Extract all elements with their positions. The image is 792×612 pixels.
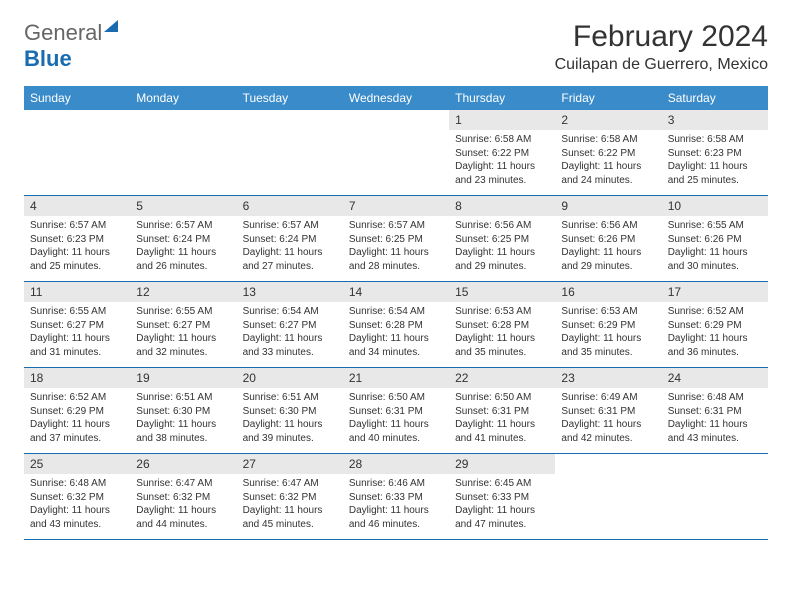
day-detail-cell: Sunrise: 6:53 AMSunset: 6:28 PMDaylight:…: [449, 302, 555, 368]
day-detail-cell: Sunrise: 6:45 AMSunset: 6:33 PMDaylight:…: [449, 474, 555, 540]
day-detail-cell: Sunrise: 6:50 AMSunset: 6:31 PMDaylight:…: [449, 388, 555, 454]
day-number-cell: [343, 110, 449, 130]
day-number-row: 2526272829: [24, 454, 768, 475]
day-detail-row: Sunrise: 6:57 AMSunset: 6:23 PMDaylight:…: [24, 216, 768, 282]
day-number-cell: 29: [449, 454, 555, 475]
day-number-cell: 26: [130, 454, 236, 475]
day-detail-cell: Sunrise: 6:52 AMSunset: 6:29 PMDaylight:…: [662, 302, 768, 368]
day-number-cell: [662, 454, 768, 475]
logo-triangle-icon: [104, 20, 118, 32]
day-detail-cell: Sunrise: 6:49 AMSunset: 6:31 PMDaylight:…: [555, 388, 661, 454]
day-detail-cell: Sunrise: 6:57 AMSunset: 6:24 PMDaylight:…: [130, 216, 236, 282]
day-detail-cell: Sunrise: 6:57 AMSunset: 6:25 PMDaylight:…: [343, 216, 449, 282]
day-number-cell: 14: [343, 282, 449, 303]
day-number-row: 123: [24, 110, 768, 130]
day-number-cell: 23: [555, 368, 661, 389]
day-detail-cell: [237, 130, 343, 196]
day-detail-cell: Sunrise: 6:47 AMSunset: 6:32 PMDaylight:…: [130, 474, 236, 540]
day-detail-cell: Sunrise: 6:55 AMSunset: 6:27 PMDaylight:…: [130, 302, 236, 368]
day-detail-cell: Sunrise: 6:48 AMSunset: 6:31 PMDaylight:…: [662, 388, 768, 454]
day-header: Friday: [555, 86, 661, 110]
day-detail-cell: Sunrise: 6:48 AMSunset: 6:32 PMDaylight:…: [24, 474, 130, 540]
day-detail-cell: [343, 130, 449, 196]
day-detail-cell: Sunrise: 6:51 AMSunset: 6:30 PMDaylight:…: [130, 388, 236, 454]
day-detail-cell: Sunrise: 6:47 AMSunset: 6:32 PMDaylight:…: [237, 474, 343, 540]
day-detail-cell: Sunrise: 6:55 AMSunset: 6:26 PMDaylight:…: [662, 216, 768, 282]
day-number-cell: 10: [662, 196, 768, 217]
day-number-cell: [130, 110, 236, 130]
day-number-cell: 17: [662, 282, 768, 303]
day-number-cell: 9: [555, 196, 661, 217]
day-number-cell: 22: [449, 368, 555, 389]
day-number-row: 11121314151617: [24, 282, 768, 303]
day-detail-cell: [24, 130, 130, 196]
day-detail-row: Sunrise: 6:55 AMSunset: 6:27 PMDaylight:…: [24, 302, 768, 368]
day-number-cell: 5: [130, 196, 236, 217]
logo-text-general: General: [24, 20, 102, 45]
logo: General Blue: [24, 20, 118, 72]
day-number-cell: [237, 110, 343, 130]
day-header: Thursday: [449, 86, 555, 110]
day-number-cell: 24: [662, 368, 768, 389]
day-detail-cell: [662, 474, 768, 540]
day-number-cell: [24, 110, 130, 130]
day-detail-cell: Sunrise: 6:58 AMSunset: 6:22 PMDaylight:…: [449, 130, 555, 196]
day-detail-cell: Sunrise: 6:58 AMSunset: 6:22 PMDaylight:…: [555, 130, 661, 196]
day-header: Wednesday: [343, 86, 449, 110]
day-number-row: 45678910: [24, 196, 768, 217]
day-number-cell: 19: [130, 368, 236, 389]
day-detail-cell: Sunrise: 6:57 AMSunset: 6:24 PMDaylight:…: [237, 216, 343, 282]
day-detail-cell: Sunrise: 6:46 AMSunset: 6:33 PMDaylight:…: [343, 474, 449, 540]
day-header: Tuesday: [237, 86, 343, 110]
day-number-cell: 28: [343, 454, 449, 475]
day-number-cell: 18: [24, 368, 130, 389]
day-header: Monday: [130, 86, 236, 110]
day-number-cell: 2: [555, 110, 661, 130]
day-number-cell: 11: [24, 282, 130, 303]
day-number-cell: 27: [237, 454, 343, 475]
day-number-cell: 15: [449, 282, 555, 303]
day-detail-cell: Sunrise: 6:51 AMSunset: 6:30 PMDaylight:…: [237, 388, 343, 454]
logo-text-blue: Blue: [24, 46, 72, 71]
day-header: Saturday: [662, 86, 768, 110]
day-detail-row: Sunrise: 6:58 AMSunset: 6:22 PMDaylight:…: [24, 130, 768, 196]
day-detail-cell: Sunrise: 6:58 AMSunset: 6:23 PMDaylight:…: [662, 130, 768, 196]
title-block: February 2024 Cuilapan de Guerrero, Mexi…: [555, 20, 768, 74]
day-number-cell: 20: [237, 368, 343, 389]
day-number-cell: 4: [24, 196, 130, 217]
calendar-head: SundayMondayTuesdayWednesdayThursdayFrid…: [24, 86, 768, 110]
day-detail-cell: Sunrise: 6:54 AMSunset: 6:27 PMDaylight:…: [237, 302, 343, 368]
day-number-cell: 3: [662, 110, 768, 130]
day-number-cell: 7: [343, 196, 449, 217]
day-detail-cell: Sunrise: 6:55 AMSunset: 6:27 PMDaylight:…: [24, 302, 130, 368]
day-number-cell: 21: [343, 368, 449, 389]
day-detail-row: Sunrise: 6:48 AMSunset: 6:32 PMDaylight:…: [24, 474, 768, 540]
day-number-cell: 8: [449, 196, 555, 217]
calendar-table: SundayMondayTuesdayWednesdayThursdayFrid…: [24, 86, 768, 540]
day-number-cell: 16: [555, 282, 661, 303]
day-detail-row: Sunrise: 6:52 AMSunset: 6:29 PMDaylight:…: [24, 388, 768, 454]
day-number-cell: 13: [237, 282, 343, 303]
month-title: February 2024: [555, 20, 768, 54]
day-number-cell: [555, 454, 661, 475]
day-number-cell: 25: [24, 454, 130, 475]
day-number-row: 18192021222324: [24, 368, 768, 389]
day-detail-cell: Sunrise: 6:52 AMSunset: 6:29 PMDaylight:…: [24, 388, 130, 454]
day-detail-cell: Sunrise: 6:56 AMSunset: 6:26 PMDaylight:…: [555, 216, 661, 282]
day-detail-cell: [130, 130, 236, 196]
day-detail-cell: [555, 474, 661, 540]
header: General Blue February 2024 Cuilapan de G…: [24, 20, 768, 74]
location: Cuilapan de Guerrero, Mexico: [555, 56, 768, 74]
day-detail-cell: Sunrise: 6:57 AMSunset: 6:23 PMDaylight:…: [24, 216, 130, 282]
day-detail-cell: Sunrise: 6:50 AMSunset: 6:31 PMDaylight:…: [343, 388, 449, 454]
day-detail-cell: Sunrise: 6:56 AMSunset: 6:25 PMDaylight:…: [449, 216, 555, 282]
day-number-cell: 12: [130, 282, 236, 303]
day-number-cell: 6: [237, 196, 343, 217]
day-header: Sunday: [24, 86, 130, 110]
day-detail-cell: Sunrise: 6:54 AMSunset: 6:28 PMDaylight:…: [343, 302, 449, 368]
calendar-body: 123Sunrise: 6:58 AMSunset: 6:22 PMDaylig…: [24, 110, 768, 540]
day-detail-cell: Sunrise: 6:53 AMSunset: 6:29 PMDaylight:…: [555, 302, 661, 368]
day-number-cell: 1: [449, 110, 555, 130]
